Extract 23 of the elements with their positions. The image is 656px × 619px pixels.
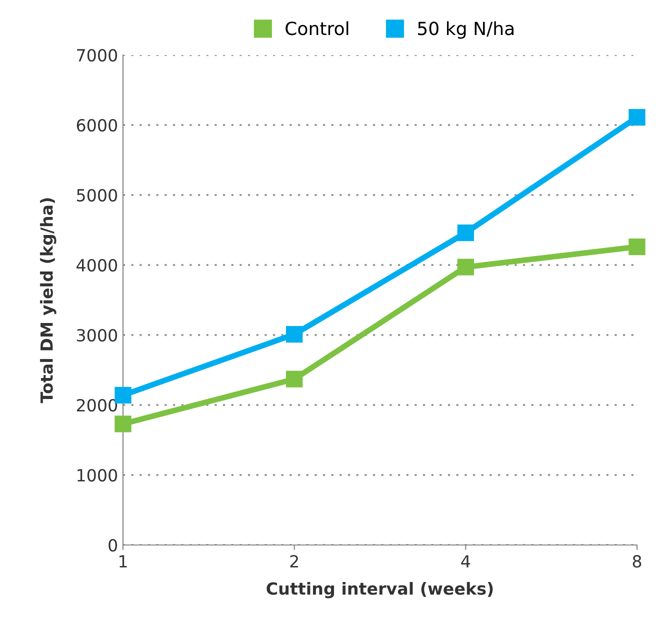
- y-tick-label: 4000: [76, 258, 118, 272]
- point: [114, 416, 132, 432]
- point: [286, 370, 303, 388]
- point: [286, 326, 303, 343]
- y-tick-label: 0: [108, 538, 118, 552]
- x-tick-label: 1: [120, 555, 127, 568]
- y-tick-label: 7000: [77, 48, 118, 62]
- y-tick-label: 1000: [78, 468, 118, 482]
- y-tick-label: 5000: [77, 188, 118, 202]
- x-axis-title: Cutting interval (weeks): [266, 582, 493, 598]
- point: [457, 224, 474, 242]
- legend-label: 50 kg N/ha: [418, 21, 514, 39]
- y-tick-label: 6000: [76, 118, 118, 132]
- y-tick-label: 2000: [76, 398, 118, 412]
- y-axis-title: Total DM yield (kg/ha): [40, 198, 56, 404]
- point: [628, 108, 646, 126]
- x-tick-label: 4: [461, 555, 470, 568]
- y-tick-label: 3000: [76, 328, 118, 342]
- point: [457, 258, 474, 276]
- legend-label: Control: [286, 21, 348, 36]
- x-tick-label: 2: [290, 555, 298, 568]
- point: [628, 238, 646, 256]
- x-tick-label: 8: [632, 555, 642, 568]
